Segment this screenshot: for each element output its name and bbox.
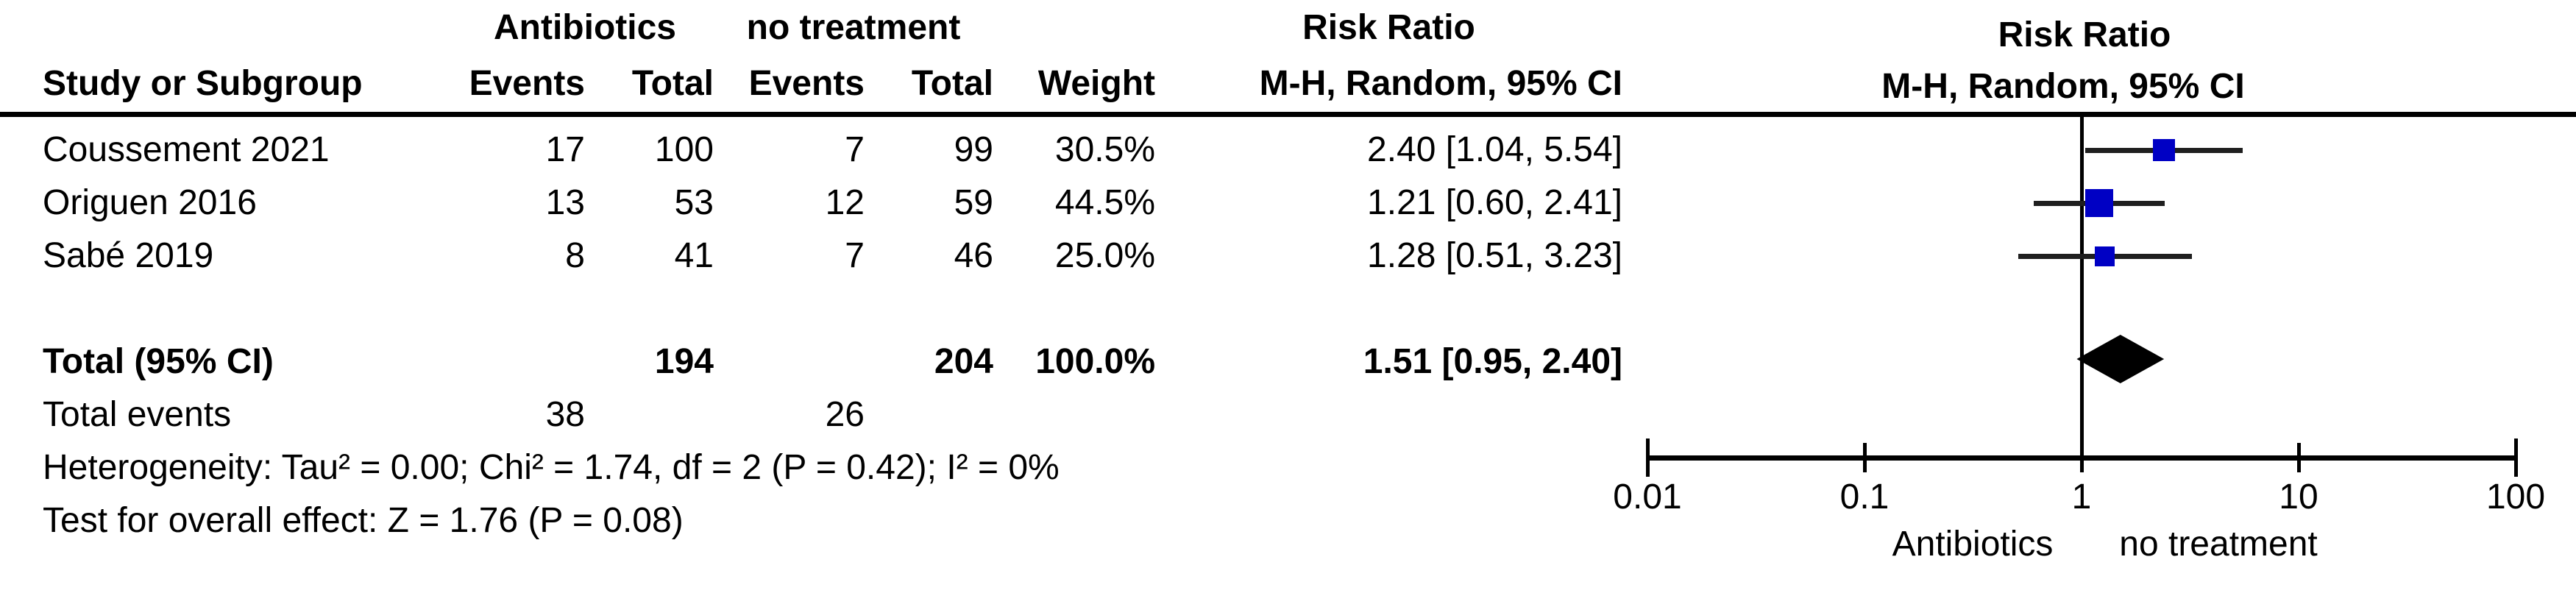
axis-tick [1646,438,1650,477]
estimate-ci: 1.28 [0.51, 3.23] [1367,236,1622,275]
total-label: Total (95% CI) [43,342,274,381]
study-marker [2153,139,2176,161]
total-control: 46 [954,236,993,275]
study-name: Origuen 2016 [43,183,257,222]
favours-left-label: Antibiotics [1892,525,2054,564]
blank-cell [993,388,1155,441]
group-header-spacer2 [993,0,1155,56]
overall-effect-line: Test for overall effect: Z = 1.76 (P = 0… [43,501,684,540]
column-header-total-control: Total [911,64,993,103]
plot-title: Risk Ratio [1998,15,2171,54]
blank-cell [865,388,993,441]
axis-tick [2297,443,2301,472]
total-events-label: Total events [43,395,232,434]
group-header-no-treatment: no treatment [746,8,961,47]
total-control: 99 [954,130,993,169]
plot-vertical-axis-line [2080,116,2084,461]
events-treatment: 8 [565,236,585,275]
total-control: 59 [954,183,993,222]
total-diamond [2076,335,2165,383]
favours-right-label: no treatment [2119,525,2318,564]
axis-tick-label: 0.1 [1839,477,1890,516]
axis-tick-label: 10 [2279,477,2318,516]
axis-tick-label: 100 [2485,477,2546,516]
events-control: 7 [845,130,865,169]
events-treatment: 13 [545,183,585,222]
total-events-control-blank [714,335,865,388]
study-name: Sabé 2019 [43,236,214,275]
axis-tick [2514,438,2518,477]
total-estimate-ci: 1.51 [0.95, 2.40] [1363,342,1622,381]
group-header-antibiotics: Antibiotics [494,8,676,47]
heterogeneity-line: Heterogeneity: Tau² = 0.00; Chi² = 1.74,… [43,448,1060,487]
estimate-ci: 2.40 [1.04, 5.54] [1367,130,1622,169]
group-header-row: Antibiotics no treatment Risk Ratio [22,0,1622,56]
study-row: Sabé 2019 8 41 7 46 25.0% 1.28 [0.51, 3.… [22,230,1622,283]
column-header-mh-ci: M-H, Random, 95% CI [1259,64,1622,103]
spacer-row [22,283,1622,335]
weight: 25.0% [1054,236,1155,275]
total-treatment: 41 [674,236,714,275]
total-events-row: Total events 38 26 [22,388,1622,441]
total-treatment: 100 [654,130,714,169]
events-treatment: 17 [545,130,585,169]
total-treatment: 53 [674,183,714,222]
estimate-ci: 1.21 [0.60, 2.41] [1367,183,1622,222]
axis-tick-label: 0.01 [1613,477,1682,516]
column-header-events-control: Events [748,64,865,103]
plot-subtitle: M-H, Random, 95% CI [1881,67,2245,106]
axis-tick-label: 1 [2071,477,2092,516]
total-events-treatment-blank [456,335,585,388]
header-divider-line [0,112,2576,117]
events-control: 7 [845,236,865,275]
blank-cell [585,388,714,441]
summary-table-body: Coussement 2021 17 100 7 99 30.5% 2.40 [… [22,124,1622,547]
column-header-events-treatment: Events [469,64,585,103]
column-header-study: Study or Subgroup [43,64,363,103]
axis-tick [2080,443,2084,472]
total-treatment-sum: 194 [654,342,714,381]
summary-table-header: Antibiotics no treatment Risk Ratio Stud… [22,0,1622,112]
total-control-sum: 204 [934,342,993,381]
weight: 30.5% [1054,130,1155,169]
total-weight: 100.0% [1035,342,1155,381]
study-row: Origuen 2016 13 53 12 59 44.5% 1.21 [0.6… [22,177,1622,230]
total-events-treatment: 38 [545,395,585,434]
axis-tick [1863,443,1867,472]
total-row: Total (95% CI) 194 204 100.0% 1.51 [0.95… [22,335,1622,388]
events-control: 12 [825,183,865,222]
study-marker [2085,189,2114,217]
blank-cell [1155,388,1622,441]
total-events-control: 26 [825,395,865,434]
group-header-risk-ratio: Risk Ratio [1302,8,1475,47]
column-header-row: Study or Subgroup Events Total Events To… [22,56,1622,112]
study-name: Coussement 2021 [43,130,330,169]
weight: 44.5% [1054,183,1155,222]
group-header-spacer [22,0,456,56]
column-header-total-treatment: Total [631,64,714,103]
column-header-weight: Weight [1037,64,1155,103]
study-row: Coussement 2021 17 100 7 99 30.5% 2.40 [… [22,124,1622,177]
study-marker [2095,246,2115,266]
